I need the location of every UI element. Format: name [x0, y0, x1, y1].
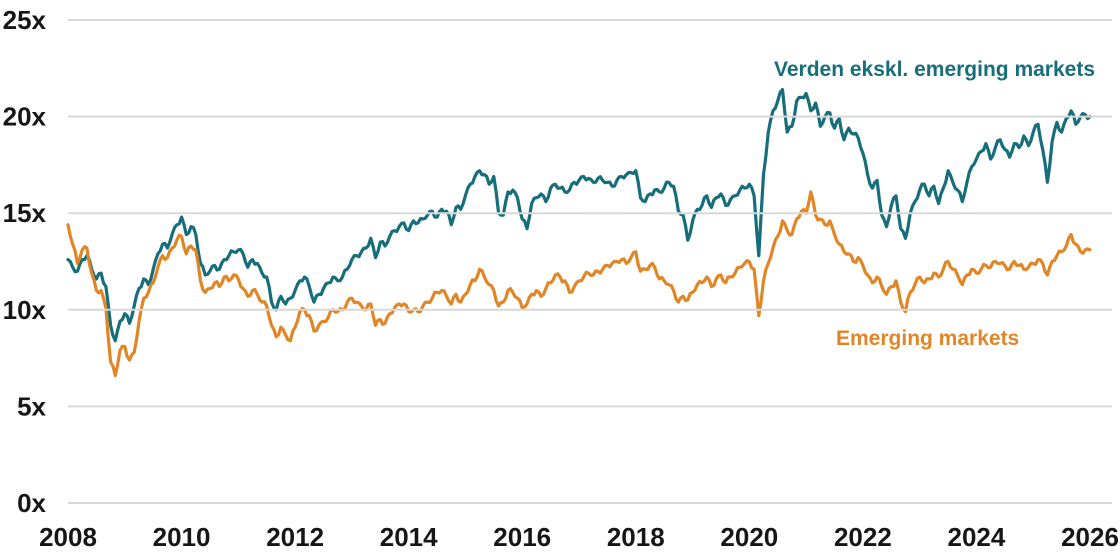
- y-tick-label-25x: 25x: [3, 5, 47, 35]
- y-tick-label-15x: 15x: [3, 198, 47, 228]
- x-tick-label-2018: 2018: [607, 522, 665, 552]
- x-tick-label-2012: 2012: [266, 522, 324, 552]
- x-tick-label-2020: 2020: [720, 522, 778, 552]
- legend-emerging-markets: Emerging markets: [836, 327, 1020, 350]
- x-tick-label-2014: 2014: [380, 522, 438, 552]
- x-tick-label-2016: 2016: [493, 522, 551, 552]
- gridline-group: 25x 20x 15x 10x 5x 0x: [3, 5, 1112, 518]
- x-axis-group: 2008 2010 2012 2014 2016 2018 2020 2022 2024 2026: [39, 522, 1119, 552]
- x-tick-label-2024: 2024: [948, 522, 1006, 552]
- series-group: [66, 87, 1092, 378]
- series-line-verden-ekskl-em: [66, 87, 1092, 343]
- y-tick-label-5x: 5x: [17, 391, 46, 421]
- x-tick-label-2008: 2008: [39, 522, 97, 552]
- series-line-emerging-markets: [66, 190, 1092, 378]
- y-tick-label-20x: 20x: [3, 102, 47, 132]
- x-tick-label-2026: 2026: [1061, 522, 1119, 552]
- y-tick-label-0x: 0x: [17, 488, 46, 518]
- y-tick-label-10x: 10x: [3, 295, 47, 325]
- legend-world-ex-emerging-markets: Verden ekskl. emerging markets: [774, 58, 1095, 81]
- x-tick-label-2022: 2022: [834, 522, 892, 552]
- x-tick-label-2010: 2010: [153, 522, 211, 552]
